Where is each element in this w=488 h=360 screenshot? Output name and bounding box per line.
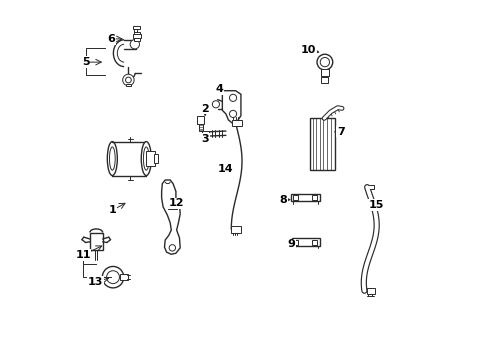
Text: 5: 5 xyxy=(81,57,89,67)
Circle shape xyxy=(106,271,119,284)
Bar xyxy=(120,274,128,280)
Polygon shape xyxy=(222,91,241,123)
Ellipse shape xyxy=(109,147,115,170)
Text: 14: 14 xyxy=(218,164,233,174)
Bar xyxy=(133,26,140,29)
Bar xyxy=(132,34,141,38)
Bar xyxy=(134,32,140,41)
Text: 12: 12 xyxy=(168,198,184,208)
Bar xyxy=(125,84,131,86)
Bar xyxy=(167,202,176,208)
Text: 8: 8 xyxy=(279,195,286,204)
Circle shape xyxy=(212,101,219,108)
Bar xyxy=(90,233,102,249)
Circle shape xyxy=(130,40,139,49)
Bar xyxy=(309,118,334,170)
Bar xyxy=(293,240,298,245)
Text: 10: 10 xyxy=(301,45,316,55)
Bar xyxy=(146,152,155,166)
Bar xyxy=(199,123,203,131)
Text: 9: 9 xyxy=(286,239,294,249)
Circle shape xyxy=(316,54,332,70)
Bar xyxy=(231,120,242,126)
Text: 13: 13 xyxy=(88,277,103,287)
Bar xyxy=(202,131,209,137)
Bar xyxy=(320,69,328,76)
Bar xyxy=(366,185,373,189)
Circle shape xyxy=(169,245,175,251)
Text: 1: 1 xyxy=(108,205,116,215)
Circle shape xyxy=(125,77,131,83)
Circle shape xyxy=(320,58,329,67)
Bar xyxy=(290,194,320,202)
Bar xyxy=(312,195,317,200)
Text: 11: 11 xyxy=(75,250,91,260)
Text: 4: 4 xyxy=(215,84,223,94)
Circle shape xyxy=(102,266,123,288)
Bar xyxy=(154,154,158,163)
Bar xyxy=(292,195,297,200)
Bar xyxy=(291,238,319,246)
Bar xyxy=(366,288,374,294)
Bar xyxy=(321,77,328,83)
Text: 6: 6 xyxy=(107,34,115,44)
Bar xyxy=(311,240,316,245)
Ellipse shape xyxy=(143,147,149,170)
Text: 2: 2 xyxy=(201,104,209,113)
Circle shape xyxy=(229,94,236,102)
Bar xyxy=(197,116,204,123)
Circle shape xyxy=(122,74,134,86)
Ellipse shape xyxy=(141,141,151,176)
Polygon shape xyxy=(162,180,180,254)
Text: 15: 15 xyxy=(368,200,384,210)
Bar xyxy=(231,226,241,233)
Ellipse shape xyxy=(107,141,117,176)
Text: 3: 3 xyxy=(201,134,208,144)
Text: 7: 7 xyxy=(336,127,344,137)
Circle shape xyxy=(229,111,236,117)
